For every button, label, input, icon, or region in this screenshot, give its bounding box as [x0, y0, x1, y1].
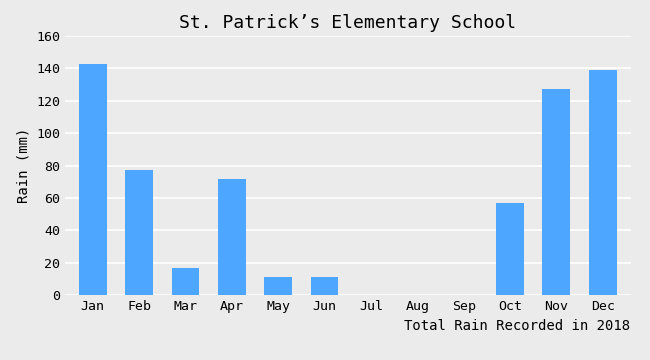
- Title: St. Patrick’s Elementary School: St. Patrick’s Elementary School: [179, 14, 516, 32]
- Bar: [543, 89, 570, 295]
- X-axis label: Total Rain Recorded in 2018: Total Rain Recorded in 2018: [404, 319, 630, 333]
- Bar: [79, 63, 107, 295]
- Bar: [589, 70, 617, 295]
- Bar: [172, 267, 200, 295]
- Y-axis label: Rain (mm): Rain (mm): [17, 128, 31, 203]
- Bar: [218, 179, 246, 295]
- Bar: [311, 277, 339, 295]
- Bar: [125, 170, 153, 295]
- Bar: [496, 203, 524, 295]
- Bar: [265, 277, 292, 295]
